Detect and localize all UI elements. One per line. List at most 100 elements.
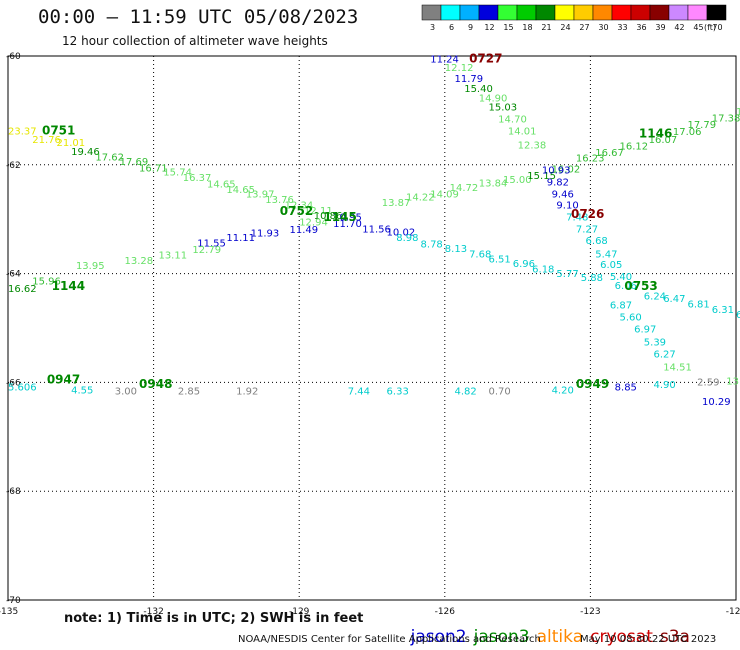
wave-height-label: 0.70 [488, 386, 510, 397]
colorbar-swatch [649, 4, 670, 21]
lat-tick-label: -68 [6, 487, 21, 497]
pass-time-label: 1146 [639, 127, 672, 141]
legend-altika: altika [536, 627, 584, 647]
wave-height-label: 5.88 [581, 273, 603, 284]
wave-height-label: 14.70 [498, 114, 527, 125]
wave-height-label: 11.93 [251, 229, 280, 240]
legend-s3a: s3a [659, 627, 690, 647]
pass-time-label: 0948 [139, 377, 172, 391]
wave-height-label: 9.46 [552, 189, 574, 200]
wave-height-label: 11.79 [455, 74, 484, 85]
wave-height-label: 6.87 [610, 300, 632, 311]
wave-height-label: 15.96 [32, 276, 61, 287]
wave-height-label: 13.76 [265, 195, 294, 206]
wave-height-label: 14.72 [450, 183, 479, 194]
wave-height-label: 6.95 [736, 310, 740, 321]
wave-height-label: 7.68 [469, 249, 491, 260]
wave-height-label: 5.47 [595, 249, 617, 260]
wave-height-label: 9.82 [547, 177, 569, 188]
wave-height-label: 14.65 [226, 185, 255, 196]
wave-height-label: 15.03 [488, 102, 517, 113]
wave-height-label: 11.24 [430, 55, 459, 66]
pass-time-label: 1145 [323, 210, 356, 224]
legend-cryosat: cryosat [590, 627, 653, 647]
wave-height-label: 11.11 [226, 233, 255, 244]
wave-height-label: 6.31 [712, 305, 734, 316]
lon-tick-label: -135 [0, 607, 18, 617]
wave-height-label: 17.79 [687, 120, 716, 131]
colorbar-swatch [478, 4, 499, 21]
wave-height-label: 6.27 [653, 349, 675, 360]
wave-height-label: 10.93 [542, 166, 571, 177]
wave-height-label: 1.92 [236, 386, 258, 397]
pass-time-label: 0752 [280, 204, 313, 218]
wave-height-label: 12.12 [445, 63, 474, 74]
colorbar-label: 30 [598, 23, 608, 32]
colorbar-label: 21 [541, 23, 551, 32]
wave-height-label: 12.94 [299, 218, 328, 229]
wave-height-label: 5.60 [620, 312, 642, 323]
wave-height-label: 15.15 [527, 171, 556, 182]
colorbar-swatch [668, 4, 689, 21]
colorbar-swatch [611, 4, 632, 21]
wave-height-label: 8.78 [421, 239, 443, 250]
wave-height-label: 6.97 [634, 324, 656, 335]
wave-height-label: 16.62 [8, 284, 37, 295]
wave-height-label: 8.85 [615, 383, 637, 394]
page-subtitle: 12 hour collection of altimeter wave hei… [62, 34, 328, 48]
colorbar-label: 36 [636, 23, 646, 32]
colorbar-swatch [573, 4, 594, 21]
colorbar-label: 15 [503, 23, 513, 32]
wave-height-label: 17.69 [120, 157, 149, 168]
colorbar-label: 70 [712, 23, 722, 32]
wave-height-label: 5.606 [8, 383, 37, 394]
wave-height-label: 12.34 [285, 200, 314, 211]
wave-height-label: 14.51 [663, 362, 692, 373]
wave-height-label: 6.06 [615, 281, 637, 292]
legend-jason3: jason3 [473, 627, 530, 647]
wave-height-label: 12.79 [192, 245, 221, 256]
colorbar-label: 27 [579, 23, 589, 32]
lon-tick-label: -129 [289, 607, 310, 617]
pass-time-label: 1144 [52, 279, 85, 293]
colorbar-label: 45 [693, 23, 703, 32]
wave-height-label: 10.95 [333, 212, 362, 223]
lat-tick-label: -70 [6, 596, 21, 606]
wave-height-label: 7.27 [576, 224, 598, 235]
wave-height-label: 7.44 [348, 386, 370, 397]
wave-height-label: 8.13 [445, 244, 467, 255]
map-frame [7, 55, 737, 601]
colorbar-swatch [497, 4, 518, 21]
lon-tick-label: -123 [580, 607, 600, 617]
wave-height-label: 13.07 [726, 377, 740, 388]
wave-height-label: 10.29 [702, 397, 731, 408]
wave-height-label: 16.07 [649, 135, 678, 146]
wave-height-label: 16.37 [183, 173, 212, 184]
wave-height-label: 9.10 [556, 200, 578, 211]
lat-tick-label: -64 [6, 270, 21, 280]
lat-tick-label: -60 [6, 52, 21, 62]
wave-height-label: 19.46 [71, 147, 100, 158]
wave-height-label: 4.20 [552, 385, 574, 396]
wave-height-label: 6.96 [513, 259, 535, 270]
lon-tick-label: -126 [435, 607, 456, 617]
wave-height-label: 16.71 [139, 163, 168, 174]
wave-height-label: 6.24 [644, 292, 666, 303]
wave-height-label: 16.67 [595, 148, 624, 159]
wave-height-label: 3.00 [115, 386, 137, 397]
wave-height-label: 8.98 [396, 233, 418, 244]
wave-height-label: 11.56 [362, 224, 391, 235]
wave-height-label: 17.38 [712, 113, 740, 124]
footer-timestamp: May 10 08:30:22 UTC 2023 [580, 634, 717, 645]
colorbar-swatch [516, 4, 537, 21]
pass-time-label: 0751 [42, 123, 75, 137]
wave-height-label: 4.55 [71, 385, 93, 396]
wave-height-label: 17.62 [95, 152, 124, 163]
satellite-legend: jason2 jason3 altika cryosat s3a [389, 607, 697, 650]
wave-height-label: 4.90 [653, 380, 675, 391]
wave-height-label: 11.70 [333, 219, 362, 230]
colorbar-swatch [459, 4, 480, 21]
wave-height-label: 6.68 [586, 236, 608, 247]
